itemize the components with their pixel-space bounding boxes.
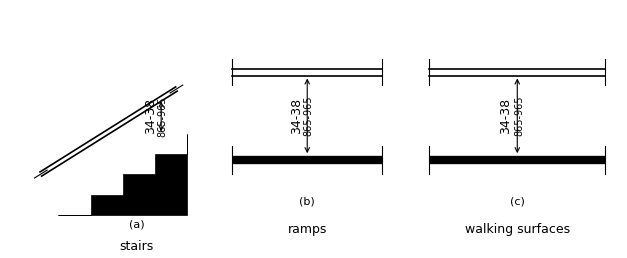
Text: 34-38: 34-38	[498, 98, 512, 134]
Text: 865-965: 865-965	[303, 96, 314, 136]
Text: 865-965: 865-965	[514, 96, 524, 136]
Text: 34-38: 34-38	[144, 98, 157, 134]
Polygon shape	[58, 134, 187, 215]
Text: (b): (b)	[299, 196, 315, 206]
Text: walking surfaces: walking surfaces	[465, 223, 570, 236]
Text: 865-965: 865-965	[157, 96, 167, 137]
Text: 34-38: 34-38	[290, 98, 303, 134]
Text: (a): (a)	[129, 220, 144, 229]
Text: (c): (c)	[510, 196, 525, 206]
Text: ramps: ramps	[288, 223, 327, 236]
Text: stairs: stairs	[120, 240, 154, 253]
